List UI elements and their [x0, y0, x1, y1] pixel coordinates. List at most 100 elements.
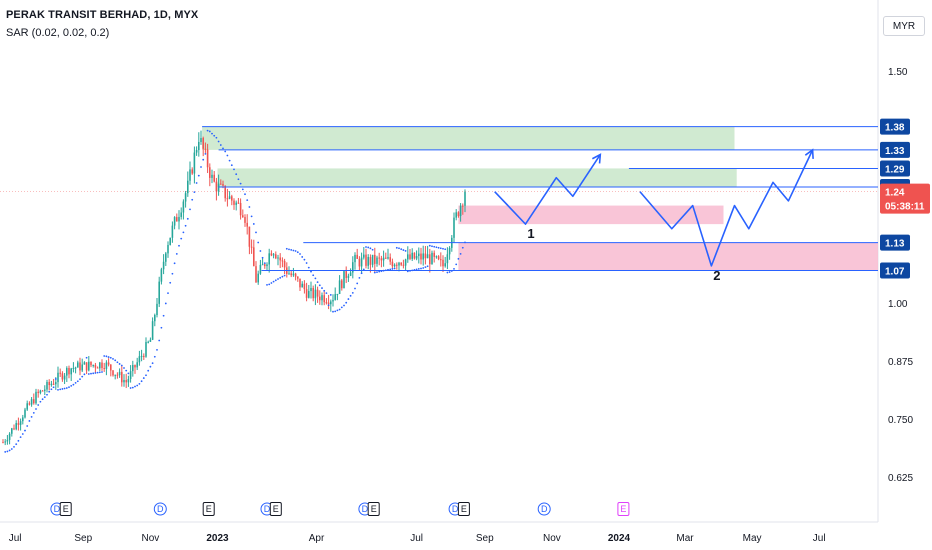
last-price-box[interactable] — [880, 183, 930, 214]
projection-label-1: 1 — [527, 226, 534, 241]
candle-body — [88, 361, 90, 371]
sar-dot — [340, 306, 343, 309]
candle-body — [237, 202, 240, 204]
sar-dot — [217, 140, 220, 143]
price-level-box[interactable] — [880, 234, 910, 251]
candle-body — [4, 441, 6, 443]
sar-dot — [376, 271, 378, 274]
sar-dot — [13, 445, 15, 448]
candle-body — [37, 391, 39, 393]
sar-dot — [347, 298, 350, 300]
sar-dot — [6, 450, 9, 453]
candle-body — [279, 257, 281, 261]
earnings-marker[interactable] — [269, 502, 282, 516]
zone-support-2 — [458, 205, 724, 225]
indicator-legend[interactable]: SAR (0.02, 0.02, 0.2) — [6, 27, 110, 39]
candle-body — [376, 257, 378, 264]
price-level-box[interactable] — [880, 118, 910, 135]
candle-body — [239, 203, 242, 216]
candle-body — [24, 409, 26, 418]
candle-body — [349, 272, 352, 276]
candle-body — [330, 301, 332, 305]
candle-body — [402, 264, 405, 266]
candle-body — [266, 264, 268, 267]
candle-body — [455, 212, 457, 218]
earnings-marker[interactable] — [367, 502, 380, 516]
candle-body — [116, 374, 119, 376]
sar-dot — [160, 326, 163, 329]
candles-layer — [2, 130, 466, 446]
sar-dot — [301, 256, 304, 258]
sar-dot — [444, 248, 447, 251]
candle-body — [136, 362, 138, 368]
price-level-box[interactable] — [880, 141, 910, 158]
sar-dot — [4, 451, 7, 453]
price-axis[interactable]: 1.501.000.8750.7500.6251.381.331.291.251… — [880, 67, 930, 484]
candle-body — [182, 201, 185, 213]
price-level-box[interactable] — [880, 160, 910, 177]
sar-dot — [125, 369, 128, 372]
projection-arrowhead-2 — [804, 148, 814, 159]
sar-dot — [398, 247, 400, 250]
sar-dot — [296, 251, 299, 254]
sar-dot — [43, 396, 46, 399]
sar-dot — [373, 271, 376, 274]
candle-body — [301, 283, 303, 288]
x-tick-label: Jul — [813, 533, 826, 544]
candle-body — [180, 212, 182, 217]
sar-dot — [94, 372, 97, 374]
time-axis[interactable]: Jul Sep Nov 2023 Apr Jul Sep Nov 2024 Mar May Jul — [9, 533, 826, 544]
sar-dot — [204, 152, 207, 155]
candle-body — [92, 364, 94, 366]
earnings-marker[interactable] — [457, 502, 470, 516]
earnings-marker[interactable] — [617, 502, 630, 516]
earnings-marker[interactable] — [59, 502, 72, 516]
candle-body — [99, 362, 101, 369]
candle-body — [52, 383, 55, 385]
projection-label-2: 2 — [713, 268, 720, 283]
sar-dot — [235, 173, 238, 176]
candle-body — [261, 264, 264, 266]
sar-dot — [378, 270, 381, 273]
candle-body — [2, 442, 4, 444]
sar-dot — [85, 356, 88, 359]
candle-body — [303, 283, 306, 290]
price-level-box[interactable] — [880, 262, 910, 279]
x-tick-label: Mar — [676, 533, 694, 544]
candle-body — [123, 380, 125, 383]
sar-dot — [52, 386, 55, 389]
candle-body — [59, 372, 61, 374]
candle-body — [17, 423, 20, 425]
candle-body — [424, 253, 427, 259]
sar-dot — [145, 374, 147, 377]
candle-body — [85, 362, 88, 371]
x-tick-label: Jul — [410, 533, 423, 544]
candle-body — [191, 169, 193, 174]
earnings-marker[interactable] — [202, 502, 215, 516]
candle-body — [19, 421, 22, 425]
candle-body — [57, 372, 59, 383]
zone-resistance-1 — [217, 168, 737, 187]
sar-dot — [281, 275, 284, 278]
dividend-marker[interactable] — [153, 502, 167, 516]
sar-dot — [371, 248, 374, 251]
currency-button[interactable]: MYR — [883, 16, 925, 36]
candle-body — [457, 212, 460, 217]
sar-dot — [140, 380, 143, 383]
candle-body — [459, 205, 462, 217]
candle-body — [61, 373, 64, 380]
sar-dot — [167, 292, 169, 295]
y-tick-label: 0.625 — [888, 473, 913, 484]
sar-dot — [184, 224, 187, 227]
event-marker-label: E — [461, 504, 467, 514]
projection-path-2 — [639, 149, 814, 267]
sar-dot — [87, 373, 90, 375]
sar-dot — [46, 393, 48, 396]
dividend-marker[interactable] — [537, 502, 551, 516]
sar-dot — [252, 223, 255, 225]
x-tick-label: Apr — [309, 533, 325, 544]
sar-dot — [131, 386, 134, 389]
sar-dot — [299, 253, 301, 255]
sar-dot — [195, 182, 198, 184]
